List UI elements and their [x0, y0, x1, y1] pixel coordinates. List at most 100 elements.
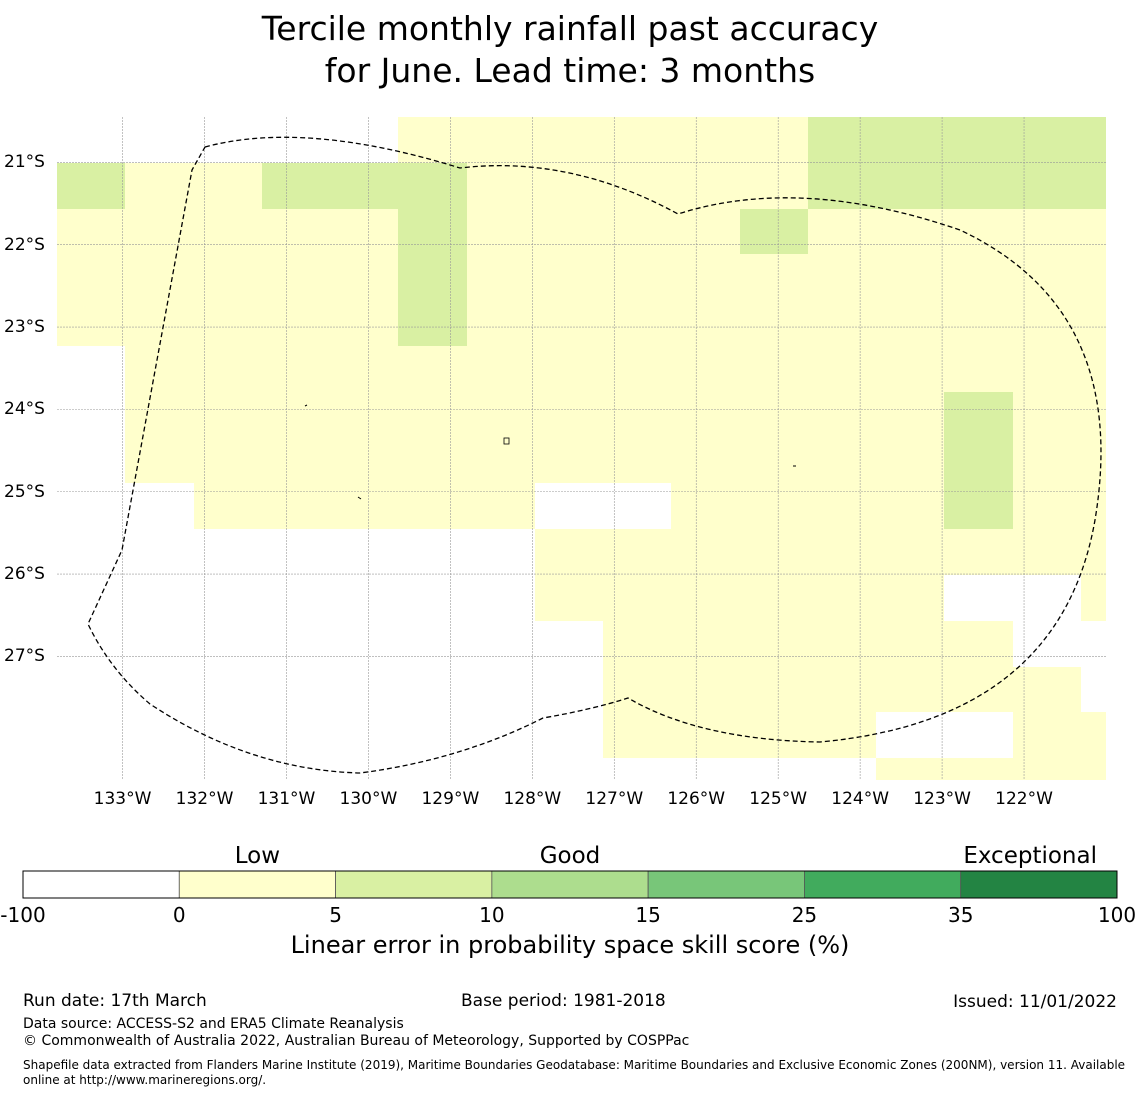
- grid-cell: [330, 209, 398, 254]
- grid-cell: [740, 575, 808, 621]
- grid-cell: [467, 300, 535, 346]
- grid-cell: [57, 300, 125, 346]
- grid-cell: [808, 392, 876, 438]
- grid-cell: [876, 254, 944, 300]
- grid-cell: [808, 529, 876, 575]
- grid-cell: [398, 163, 467, 209]
- grid-cell: [671, 575, 740, 621]
- grid-cell: [1013, 392, 1081, 438]
- longitude-label: 125°W: [749, 789, 808, 809]
- grid-cell: [603, 346, 671, 392]
- grid-cell: [467, 346, 535, 392]
- grid-cell: [603, 667, 671, 712]
- grid-cell: [467, 254, 535, 300]
- colorbar-segment: [804, 870, 962, 899]
- grid-cell: [603, 621, 671, 667]
- grid-cell: [535, 575, 603, 621]
- grid-cell: [535, 300, 603, 346]
- grid-cell: [944, 392, 1013, 438]
- grid-cell: [808, 667, 876, 712]
- grid-cell: [1081, 117, 1106, 163]
- grid-cell: [330, 300, 398, 346]
- grid-cell: [671, 300, 740, 346]
- grid-cell: [125, 346, 194, 392]
- grid-cell: [1013, 667, 1081, 712]
- colorbar-tick-label: 0: [172, 903, 186, 927]
- colorbar-segment: [22, 870, 180, 899]
- grid-cell: [876, 483, 944, 529]
- grid-cell: [330, 483, 398, 529]
- grid-cell: [1081, 575, 1106, 621]
- grid-cell: [808, 254, 876, 300]
- grid-cell: [808, 483, 876, 529]
- grid-cell: [1013, 529, 1081, 575]
- grid-cell: [671, 438, 740, 483]
- latitude-label: 22°S: [4, 234, 45, 255]
- grid-cell: [740, 438, 808, 483]
- grid-cell: [1081, 712, 1106, 758]
- run-date: Run date: 17th March: [23, 991, 207, 1011]
- grid-cell: [740, 392, 808, 438]
- grid-cell: [535, 438, 603, 483]
- grid-cell: [330, 392, 398, 438]
- grid-cell: [1081, 392, 1106, 438]
- grid-cell: [603, 438, 671, 483]
- grid-cell: [740, 254, 808, 300]
- legend-category-label: Good: [539, 843, 601, 869]
- grid-cell: [398, 483, 467, 529]
- grid-cell: [330, 346, 398, 392]
- colorbar-tick-label: 25: [791, 903, 818, 927]
- grid-cell: [944, 254, 1013, 300]
- grid-cell: [603, 254, 671, 300]
- colorbar-tick-label: -100: [0, 903, 46, 927]
- colorbar-segment: [178, 870, 336, 899]
- grid-cell: [125, 209, 194, 254]
- grid-cell: [1013, 346, 1081, 392]
- colorbar-tick-label: 35: [947, 903, 974, 927]
- grid-cell: [535, 163, 603, 209]
- grid-cell: [535, 392, 603, 438]
- grid-cell: [603, 209, 671, 254]
- shapefile-credit-line-2: online at http://www.marineregions.org/.: [23, 1073, 267, 1087]
- grid-cell: [671, 209, 740, 254]
- colorbar-segment: [491, 870, 649, 899]
- grid-cell: [262, 483, 330, 529]
- grid-cell: [740, 621, 808, 667]
- grid-cell: [1013, 758, 1081, 780]
- grid-cell: [262, 254, 330, 300]
- grid-cell: [1081, 300, 1106, 346]
- grid-cell: [1013, 712, 1081, 758]
- grid-cell: [876, 438, 944, 483]
- grid-cell: [125, 254, 194, 300]
- grid-cell: [262, 346, 330, 392]
- grid-cell: [1081, 758, 1106, 780]
- grid-cell: [740, 667, 808, 712]
- longitude-label: 124°W: [831, 789, 890, 809]
- grid-cell: [1013, 209, 1081, 254]
- grid-cell: [535, 254, 603, 300]
- grid-cell: [535, 346, 603, 392]
- grid-cell: [944, 300, 1013, 346]
- grid-cell: [1081, 209, 1106, 254]
- grid-cell: [876, 300, 944, 346]
- grid-cell: [603, 712, 671, 758]
- grid-cell: [671, 346, 740, 392]
- grid-cell: [125, 300, 194, 346]
- grid-cell: [671, 712, 740, 758]
- grid-cell: [1081, 163, 1106, 209]
- grid-cell: [1081, 529, 1106, 575]
- grid-cell: [398, 346, 467, 392]
- shapefile-credit: Shapefile data extracted from Flanders M…: [23, 1058, 1125, 1088]
- legend-category-label: Low: [234, 843, 281, 869]
- grid-cell: [876, 621, 944, 667]
- colorbar-tick-label: 15: [635, 903, 661, 927]
- latitude-label: 27°S: [4, 646, 45, 667]
- latitude-label: 26°S: [4, 564, 45, 585]
- grid-cell: [808, 438, 876, 483]
- grid-cell: [1081, 254, 1106, 300]
- island-outline: [503, 437, 510, 445]
- grid-cell: [125, 392, 194, 438]
- grid-cell: [603, 392, 671, 438]
- grid-cell: [876, 667, 944, 712]
